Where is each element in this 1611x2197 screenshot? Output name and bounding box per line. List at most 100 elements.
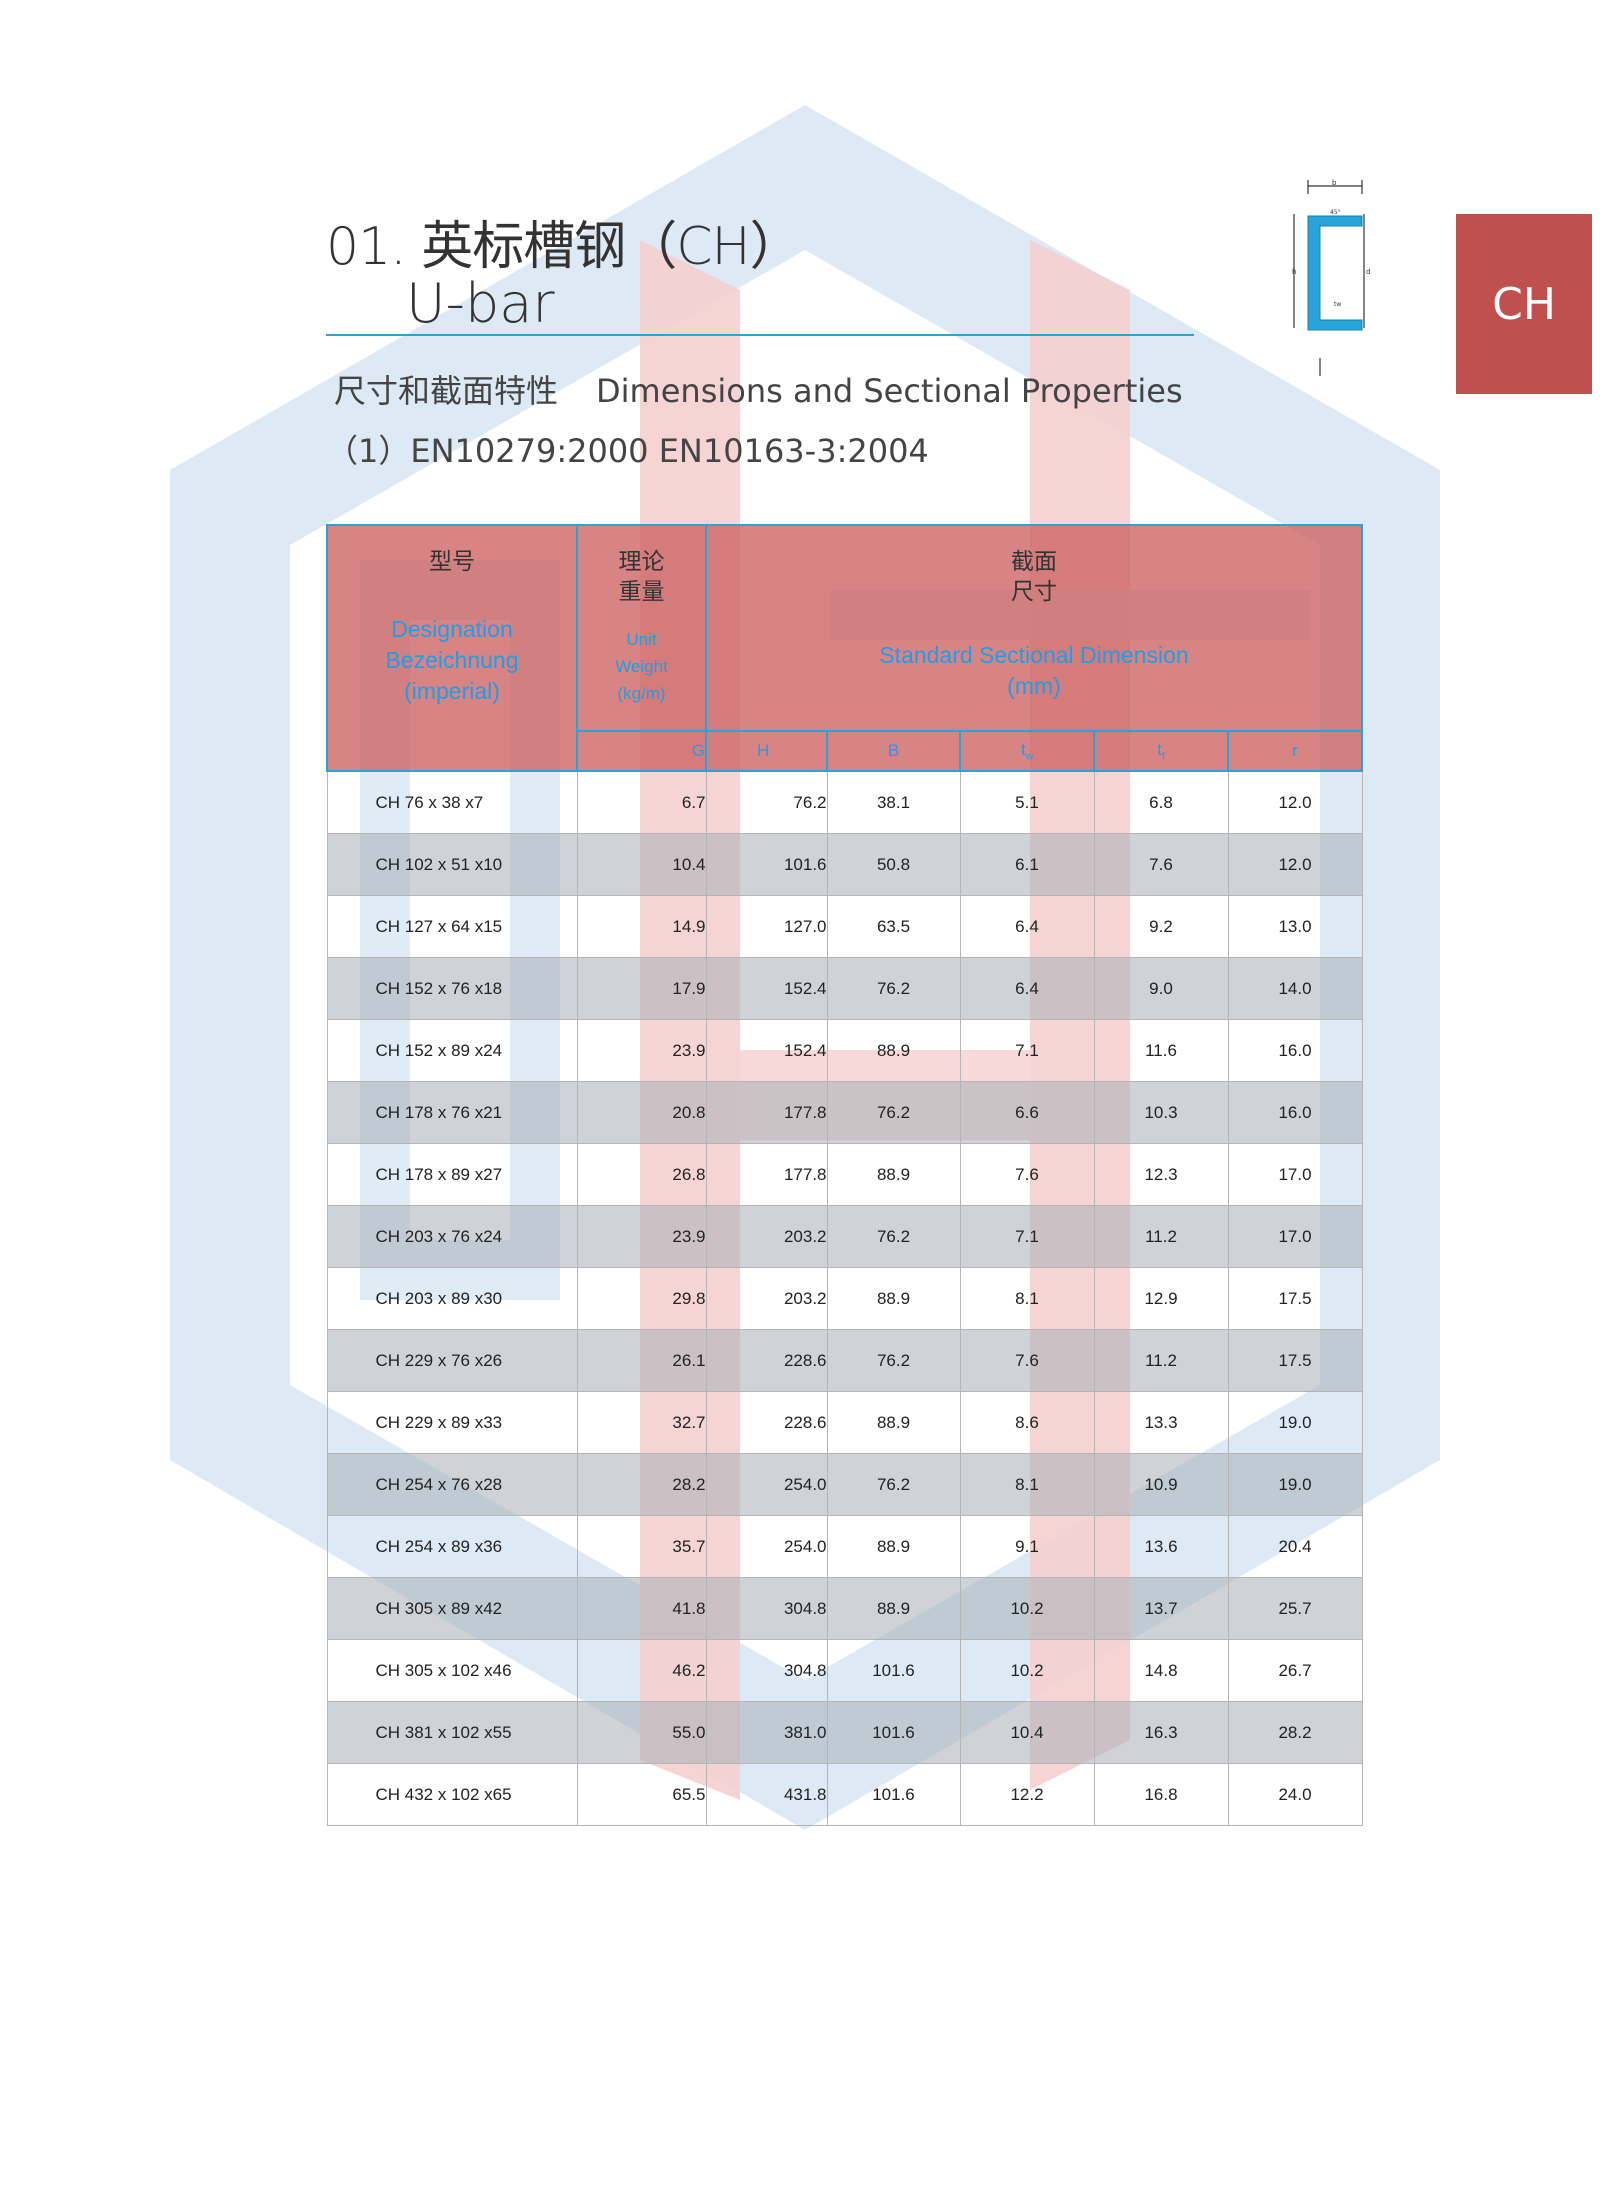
table-cell: 12.0 [1227,833,1363,896]
table-cell: 50.8 [826,833,961,896]
table-cell: 20.4 [1227,1515,1363,1578]
table-cell: 101.6 [705,833,828,896]
page-title-english: U-bar [406,272,555,335]
table-cell: 14.9 [576,895,707,958]
table-cell: 101.6 [826,1701,961,1764]
table-cell: CH 432 x 102 x65 [326,1763,578,1826]
table-cell: CH 381 x 102 x55 [326,1701,578,1764]
table-cell: 10.2 [959,1639,1095,1702]
table-cell: 6.8 [1093,770,1229,834]
table-cell: CH 305 x 89 x42 [326,1577,578,1640]
table-cell: 12.9 [1093,1267,1229,1330]
table-cell: 177.8 [705,1143,828,1206]
section-tab-ch: CH [1456,214,1592,394]
table-cell: 25.7 [1227,1577,1363,1640]
table-cell: 88.9 [826,1019,961,1082]
svg-text:45°: 45° [1330,209,1341,216]
table-cell: 41.8 [576,1577,707,1640]
table-row: CH 203 x 76 x24 23.9 203.2 76.2 7.1 11.2 17.0 [326,1205,1363,1268]
table-cell: 431.8 [705,1763,828,1826]
table-row: CH 102 x 51 x10 10.4 101.6 50.8 6.1 7.6 12.0 [326,833,1363,896]
table-row: CH 152 x 76 x18 17.9 152.4 76.2 6.4 9.0 14.0 [326,957,1363,1020]
table-cell: 7.6 [959,1143,1095,1206]
table-cell: 12.0 [1227,770,1363,834]
table-cell: 16.0 [1227,1019,1363,1082]
table-cell: CH 152 x 89 x24 [326,1019,578,1082]
table-cell: CH 178 x 76 x21 [326,1081,578,1144]
table-cell: 101.6 [826,1763,961,1826]
subheader-b: B [826,730,961,772]
table-cell: 10.3 [1093,1081,1229,1144]
table-cell: 127.0 [705,895,828,958]
table-row: CH 203 x 89 x30 29.8 203.2 88.9 8.1 12.9 17.5 [326,1267,1363,1330]
table-cell: 254.0 [705,1453,828,1516]
table-row: CH 432 x 102 x65 65.5 431.8 101.6 12.2 16.8 24… [326,1763,1363,1826]
table-cell: CH 305 x 102 x46 [326,1639,578,1702]
table-cell: 11.2 [1093,1205,1229,1268]
table-cell: 9.2 [1093,895,1229,958]
table-cell: CH 152 x 76 x18 [326,957,578,1020]
table-row: CH 254 x 76 x28 28.2 254.0 76.2 8.1 10.9 19.0 [326,1453,1363,1516]
table-cell: 304.8 [705,1577,828,1640]
table-cell: CH 254 x 89 x36 [326,1515,578,1578]
table-cell: 76.2 [826,957,961,1020]
table-cell: 88.9 [826,1267,961,1330]
table-cell: CH 102 x 51 x10 [326,833,578,896]
table-cell: 7.1 [959,1205,1095,1268]
table-cell: 7.6 [1093,833,1229,896]
title-underline [326,334,1194,336]
table-cell: 28.2 [576,1453,707,1516]
table-cell: 5.1 [959,770,1095,834]
table-cell: 14.0 [1227,957,1363,1020]
table-body: CH 76 x 38 x7 6.7 76.2 38.1 5.1 6.8 12.0 CH 102… [326,770,1363,1826]
subheader-g: G [576,730,707,772]
table-row: CH 254 x 89 x36 35.7 254.0 88.9 9.1 13.6 20.4 [326,1515,1363,1578]
table-cell: 46.2 [576,1639,707,1702]
table-cell: 65.5 [576,1763,707,1826]
table-row: CH 178 x 76 x21 20.8 177.8 76.2 6.6 10.3 16.0 [326,1081,1363,1144]
table-cell: 152.4 [705,1019,828,1082]
table-cell: 6.1 [959,833,1095,896]
table-cell: 76.2 [826,1453,961,1516]
table-cell: 23.9 [576,1019,707,1082]
table-cell: CH 203 x 76 x24 [326,1205,578,1268]
subtitle-en: Dimensions and Sectional Properties [596,372,1183,410]
table-cell: CH 76 x 38 x7 [326,770,578,834]
table-cell: 26.7 [1227,1639,1363,1702]
table-cell: 6.7 [576,770,707,834]
table-cell: 16.3 [1093,1701,1229,1764]
table-cell: 28.2 [1227,1701,1363,1764]
table-cell: 14.8 [1093,1639,1229,1702]
table-cell: 88.9 [826,1515,961,1578]
table-cell: 13.7 [1093,1577,1229,1640]
table-cell: 381.0 [705,1701,828,1764]
table-cell: CH 229 x 89 x33 [326,1391,578,1454]
table-cell: 17.0 [1227,1205,1363,1268]
table-row: CH 76 x 38 x7 6.7 76.2 38.1 5.1 6.8 12.0 [326,770,1363,834]
header-dimension: 截面 尺寸 Standard Sectional Dimension (mm) [705,524,1363,732]
table-cell: 6.4 [959,957,1095,1020]
table-cell: 7.1 [959,1019,1095,1082]
table-cell: 76.2 [826,1205,961,1268]
table-row: CH 229 x 89 x33 32.7 228.6 88.9 8.6 13.3 19.0 [326,1391,1363,1454]
table-row: CH 381 x 102 x55 55.0 381.0 101.6 10.4 16.3 28… [326,1701,1363,1764]
table-cell: 10.4 [959,1701,1095,1764]
table-cell: 20.8 [576,1081,707,1144]
subheader-r: r [1227,730,1363,772]
table-cell: 19.0 [1227,1391,1363,1454]
table-cell: 6.4 [959,895,1095,958]
table-cell: CH 178 x 89 x27 [326,1143,578,1206]
table-row: CH 127 x 64 x15 14.9 127.0 63.5 6.4 9.2 13.0 [326,895,1363,958]
subtitle-cn: 尺寸和截面特性 [334,372,559,410]
table-row: CH 178 x 89 x27 26.8 177.8 88.9 7.6 12.3 17.0 [326,1143,1363,1206]
header-weight: 理论 重量 Unit Weight (kg/m) [576,524,707,732]
table-cell: 152.4 [705,957,828,1020]
table-cell: 101.6 [826,1639,961,1702]
svg-text:h: h [1292,268,1296,276]
table-cell: 11.6 [1093,1019,1229,1082]
table-row: CH 305 x 89 x42 41.8 304.8 88.9 10.2 13.7 25.7 [326,1577,1363,1640]
svg-text:d: d [1366,268,1370,276]
table-cell: 203.2 [705,1205,828,1268]
table-cell: 13.0 [1227,895,1363,958]
table-cell: 12.2 [959,1763,1095,1826]
